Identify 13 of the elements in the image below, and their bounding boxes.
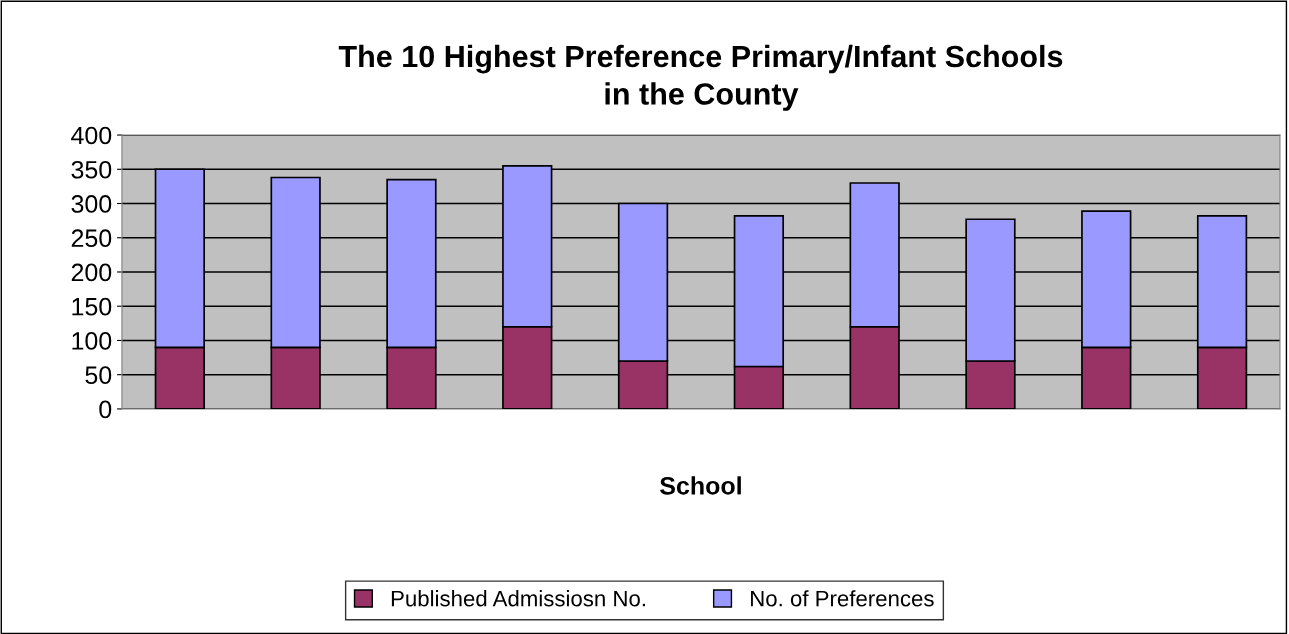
chart-title: The 10 Highest Preference Primary/Infant Schools in the County <box>338 44 1063 111</box>
y-tick-label: 0 <box>99 400 112 419</box>
legend-label: Published Admissiosn No. <box>391 590 645 607</box>
y-tick-label: 150 <box>72 297 112 316</box>
y-tick-label: 250 <box>71 229 112 248</box>
y-tick-label: 200 <box>71 263 112 282</box>
x-axis-title: School <box>660 476 741 495</box>
y-tick-label: 350 <box>71 160 112 179</box>
legend-label: No. of Preferences <box>751 590 934 607</box>
y-tick-label: 50 <box>85 366 112 384</box>
y-tick-label: 100 <box>72 332 112 350</box>
y-tick-label: 300 <box>71 195 112 213</box>
y-tick-label: 400 <box>71 126 112 145</box>
